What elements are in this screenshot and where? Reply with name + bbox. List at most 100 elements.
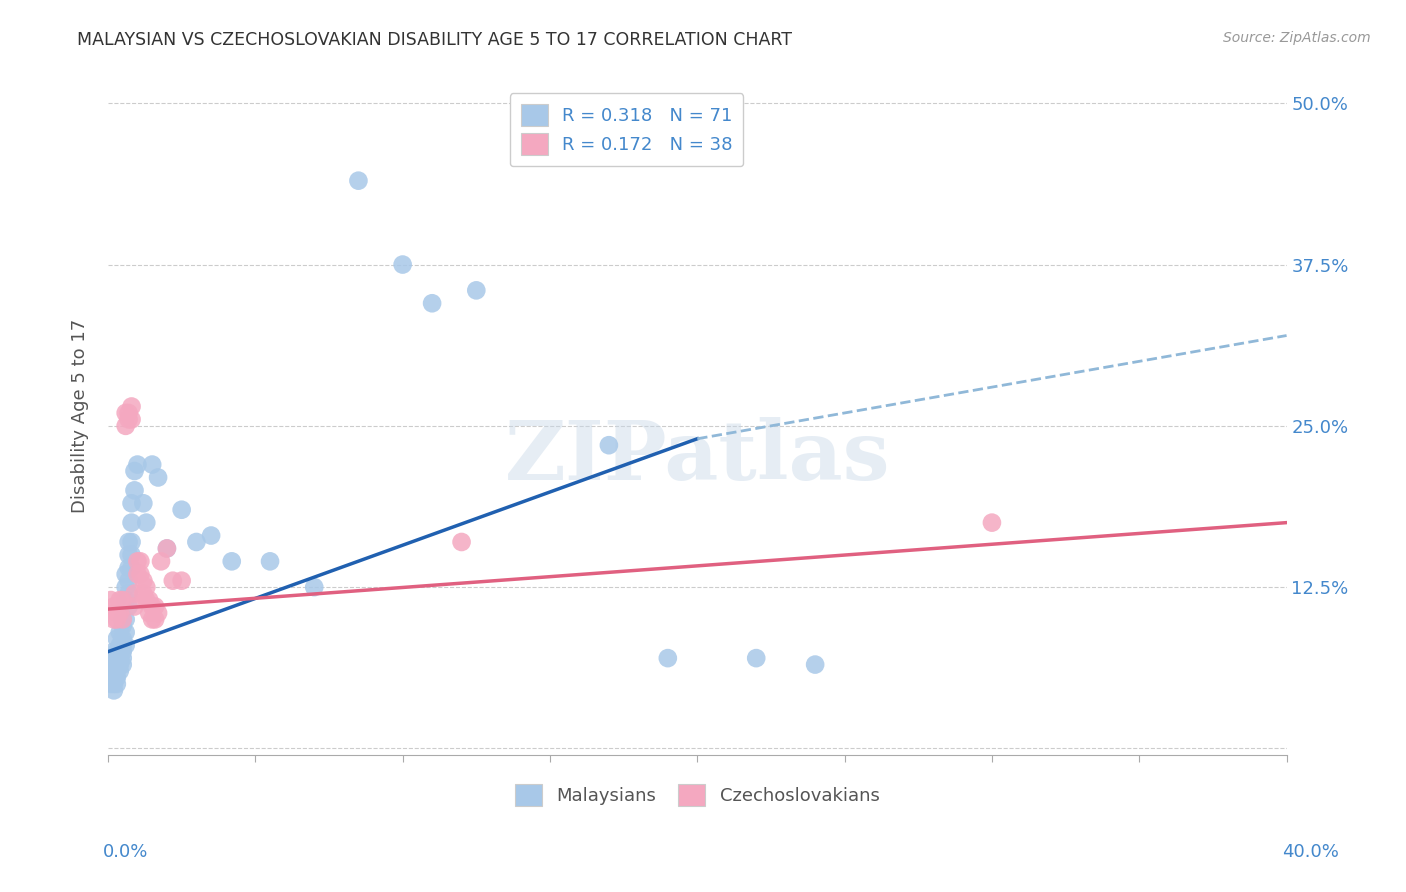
Point (170, 502, 193, 516)
Point (186, 535, 208, 549)
Point (138, 606, 160, 620)
Point (108, 645, 131, 659)
Point (105, 664, 128, 678)
Point (132, 496, 155, 510)
Point (114, 593, 136, 607)
Point (127, 554, 149, 568)
Point (117, 412, 139, 426)
Point (121, 535, 143, 549)
Point (420, 296, 443, 310)
Point (114, 638, 136, 652)
Point (981, 516, 1004, 530)
Point (111, 632, 134, 646)
Point (121, 412, 143, 426)
Point (103, 612, 125, 626)
Point (127, 567, 149, 582)
Point (124, 464, 146, 478)
Point (114, 612, 136, 626)
Text: Source: ZipAtlas.com: Source: ZipAtlas.com (1223, 31, 1371, 45)
Point (156, 541, 179, 556)
Point (111, 612, 134, 626)
Point (121, 561, 143, 575)
Point (105, 651, 128, 665)
Point (135, 580, 157, 594)
Legend: Malaysians, Czechoslovakians: Malaysians, Czechoslovakians (508, 777, 887, 814)
Point (100, 593, 122, 607)
Point (804, 657, 827, 672)
Point (103, 671, 125, 685)
Point (114, 625, 136, 640)
Point (100, 671, 122, 685)
Point (114, 567, 136, 582)
Point (108, 593, 131, 607)
Point (105, 677, 128, 691)
Point (200, 528, 222, 542)
Point (135, 516, 157, 530)
Point (598, 438, 620, 452)
Point (105, 632, 128, 646)
Point (259, 554, 281, 568)
Point (108, 625, 131, 640)
Text: ZIPatlas: ZIPatlas (505, 417, 890, 497)
Point (162, 574, 184, 588)
Point (135, 593, 157, 607)
Point (124, 586, 146, 600)
Point (105, 671, 128, 685)
Point (111, 612, 134, 626)
Point (170, 574, 193, 588)
Point (105, 606, 128, 620)
Point (105, 612, 128, 626)
Point (141, 612, 163, 626)
Point (146, 606, 169, 620)
Point (132, 586, 155, 600)
Point (103, 645, 125, 659)
Point (465, 284, 488, 298)
Point (100, 677, 122, 691)
Point (141, 599, 163, 614)
Point (124, 483, 146, 498)
Point (117, 406, 139, 420)
Point (391, 258, 413, 272)
Point (108, 651, 131, 665)
Point (100, 651, 122, 665)
Point (129, 554, 152, 568)
Point (347, 174, 370, 188)
Point (114, 418, 136, 433)
Point (111, 651, 134, 665)
Point (141, 458, 163, 472)
Point (304, 580, 326, 594)
Point (108, 638, 131, 652)
Point (108, 606, 131, 620)
Point (117, 535, 139, 549)
Text: 40.0%: 40.0% (1282, 843, 1339, 861)
Point (121, 516, 143, 530)
Point (117, 561, 139, 575)
Point (121, 548, 143, 562)
Y-axis label: Disability Age 5 to 17: Disability Age 5 to 17 (72, 319, 89, 513)
Point (143, 599, 166, 614)
Point (146, 470, 169, 484)
Point (108, 664, 131, 678)
Point (100, 657, 122, 672)
Point (121, 496, 143, 510)
Text: MALAYSIAN VS CZECHOSLOVAKIAN DISABILITY AGE 5 TO 17 CORRELATION CHART: MALAYSIAN VS CZECHOSLOVAKIAN DISABILITY … (77, 31, 793, 49)
Point (100, 664, 122, 678)
Point (121, 400, 143, 414)
Point (138, 593, 160, 607)
Point (103, 683, 125, 698)
Point (111, 593, 134, 607)
Point (103, 599, 125, 614)
Point (103, 677, 125, 691)
Point (111, 657, 134, 672)
Point (103, 651, 125, 665)
Point (114, 406, 136, 420)
Point (105, 657, 128, 672)
Point (657, 651, 679, 665)
Point (117, 586, 139, 600)
Point (221, 554, 243, 568)
Text: 0.0%: 0.0% (103, 843, 148, 861)
Point (105, 645, 128, 659)
Point (108, 657, 131, 672)
Point (124, 599, 146, 614)
Point (129, 567, 152, 582)
